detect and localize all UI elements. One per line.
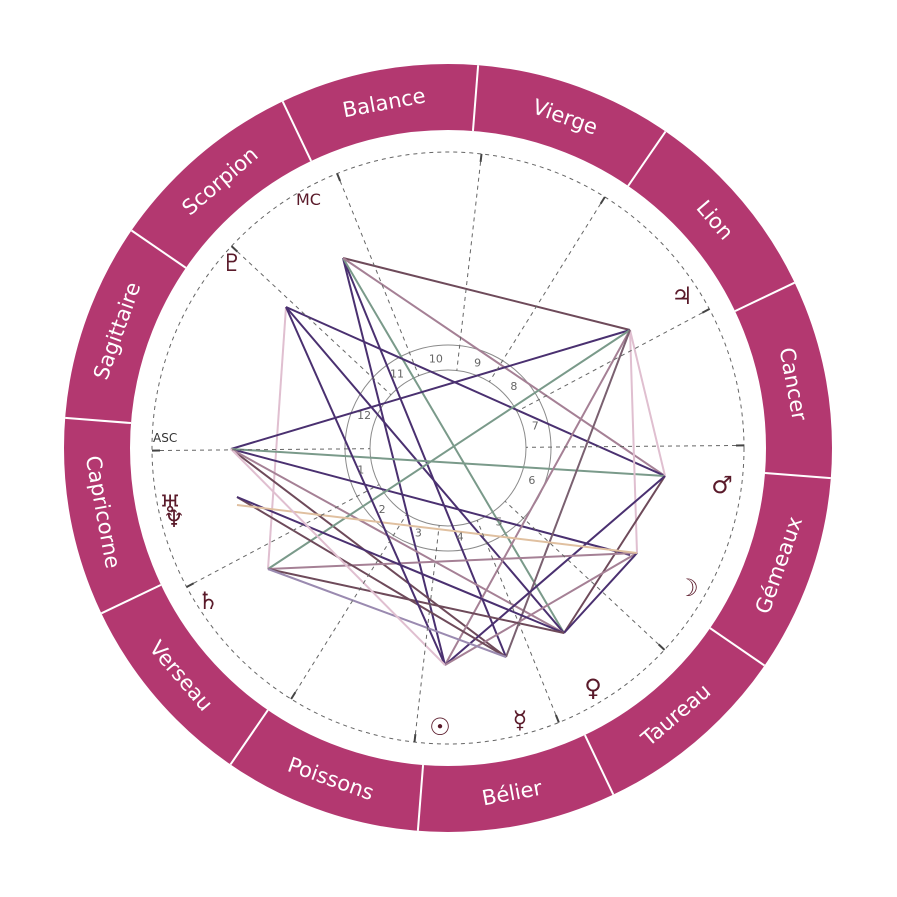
house-number: 5 [495, 516, 502, 529]
sun-icon: ☉ [429, 713, 451, 741]
aspect-line [267, 329, 631, 570]
aspect-line [230, 448, 565, 634]
aspect-line [563, 552, 638, 634]
house-number: 8 [510, 380, 517, 393]
aspect-line [230, 448, 666, 477]
aspect-line [230, 448, 631, 556]
aspect-lines [230, 257, 666, 666]
house-cusp-tick [336, 173, 342, 182]
house-cusp-tick [230, 245, 239, 253]
aspect-line [230, 448, 446, 666]
aspect-line [236, 504, 638, 554]
house-cusp-tick [413, 734, 417, 743]
chart-inner [136, 136, 760, 760]
sign-divider [65, 416, 132, 425]
house-number: 11 [390, 367, 404, 380]
aspect-line [285, 306, 666, 477]
aspect-line [444, 475, 666, 666]
jupiter-icon: ♃ [671, 282, 693, 310]
house-ring-inner [369, 369, 527, 527]
sign-divider [416, 764, 425, 831]
planet-glyphs: ☉ ☿ ♀ ☽ ♂ ♃ ♇ ♅♆ ♄ [159, 249, 733, 741]
aspect-line [267, 568, 507, 658]
sign-divider [734, 281, 796, 313]
aspect-line [267, 552, 638, 570]
house-cusp-tick [599, 196, 606, 205]
saturn-icon: ♄ [197, 587, 219, 615]
house-cusp-tick [479, 153, 483, 162]
house-number: 2 [379, 503, 386, 516]
aspect-line [230, 448, 507, 658]
sign-divider [709, 627, 766, 667]
house-cusp-tick [554, 714, 560, 723]
house-number: 10 [429, 352, 443, 365]
aspect-line [629, 329, 638, 554]
aspect-line [505, 329, 631, 658]
aspect-line [285, 306, 446, 666]
sign-divider [764, 471, 831, 480]
sign-divider [583, 734, 615, 796]
house-cusp-tick [290, 691, 297, 700]
aspect-line [230, 329, 631, 450]
mc-label: MC [296, 190, 321, 209]
asc-label: ASC [153, 431, 177, 445]
neptune-icon: ♆ [163, 505, 185, 533]
sign-divider [281, 100, 313, 162]
sign-divider [229, 709, 269, 766]
pluto-icon: ♇ [221, 249, 243, 277]
zodiac-ring-band [64, 64, 832, 832]
house-number: 9 [474, 357, 481, 370]
house-number: 3 [415, 526, 422, 539]
sign-divider [627, 130, 667, 187]
mercury-icon: ☿ [513, 706, 528, 734]
house-cusp-tick [657, 643, 666, 651]
sign-divider [471, 65, 480, 132]
zodiac-ring: BélierTaureauGémeauxCancerLionViergeBala… [64, 64, 832, 832]
wheel-face [136, 136, 760, 760]
aspect-line [236, 496, 507, 658]
aspect-line [285, 306, 565, 634]
aspect-line [444, 329, 631, 666]
uranus-icon: ♅ [159, 490, 181, 518]
venus-icon: ♀ [584, 674, 602, 702]
house-number: 4 [457, 531, 464, 544]
house-cusp-tick [701, 308, 710, 314]
house-cusp-tick [186, 582, 195, 588]
house-number: 1 [357, 464, 364, 477]
sign-divider [130, 229, 187, 269]
aspect-line [342, 257, 507, 658]
house-number: 6 [528, 474, 535, 487]
wheel-dashed-border [151, 151, 745, 745]
mars-icon: ♂ [711, 471, 733, 499]
sign-divider [100, 583, 162, 615]
house-ring-outer [344, 344, 552, 552]
aspect-line [342, 257, 631, 331]
aspect-line [267, 306, 287, 570]
moon-icon: ☽ [677, 574, 699, 602]
aspect-line [629, 329, 666, 477]
house-number: 12 [357, 409, 371, 422]
house-number: 7 [532, 419, 539, 432]
